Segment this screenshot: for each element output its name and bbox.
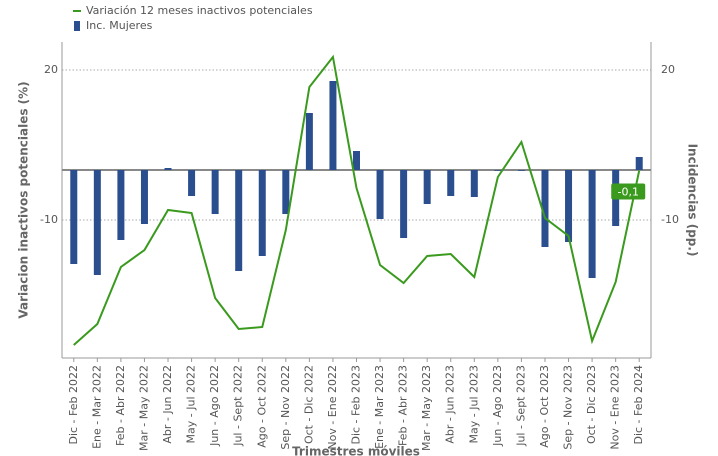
x-axis-title: Trimestres móviles <box>292 445 420 456</box>
bar <box>117 170 125 240</box>
x-tick-label: Nov - Ene 2022 <box>326 365 339 450</box>
x-tick-label: Jul - Sept 2022 <box>232 365 245 447</box>
x-tick-label: Ene - Mar 2023 <box>373 365 386 449</box>
x-tick-label: Feb - Abr 2023 <box>397 365 410 446</box>
x-tick-label: Mar - May 2023 <box>420 365 433 451</box>
y-tick-label: 20 <box>44 63 58 76</box>
x-tick-label: Dic - Feb 2022 <box>67 365 80 445</box>
y-tick-label: -10 <box>40 213 58 226</box>
x-tick-label: May - Jul 2022 <box>185 365 198 443</box>
x-tick-label: Jun - Ago 2022 <box>208 365 221 447</box>
bar <box>423 170 431 204</box>
bar <box>235 170 243 271</box>
bar <box>164 168 172 170</box>
bar <box>635 157 643 170</box>
bar <box>494 170 502 171</box>
x-tick-label: Dic - Feb 2023 <box>350 365 363 445</box>
data-label: -0,1 <box>617 186 638 199</box>
bar <box>329 81 337 170</box>
legend-label: Inc. Mujeres <box>86 19 153 32</box>
x-tick-label: Abr - Jun 2023 <box>444 365 457 444</box>
bar <box>211 170 219 214</box>
bar <box>305 113 313 170</box>
bar <box>400 170 408 238</box>
legend-label: Variación 12 meses inactivos potenciales <box>86 4 313 17</box>
x-tick-label: Oct - Dic 2022 <box>302 365 315 444</box>
bar <box>258 170 266 256</box>
bar <box>353 151 360 170</box>
y2-tick-label: 20 <box>661 63 675 76</box>
x-tick-label: Nov - Ene 2023 <box>609 365 622 450</box>
bar <box>565 170 573 242</box>
x-tick-label: Ago - Oct 2023 <box>538 365 551 448</box>
bar <box>541 170 549 247</box>
y2-tick-label: -10 <box>661 213 679 226</box>
x-tick-label: Jul - Sept 2023 <box>514 365 527 447</box>
x-tick-label: Sep - Nov 2022 <box>279 365 292 450</box>
bar <box>376 170 384 219</box>
x-tick-label: Ene - Mar 2022 <box>90 365 103 449</box>
bar <box>188 170 196 196</box>
x-tick-label: Jun - Ago 2023 <box>491 365 504 447</box>
legend-swatch <box>74 21 80 31</box>
x-tick-label: May - Jul 2023 <box>467 365 480 443</box>
x-tick-label: Dic - Feb 2024 <box>632 365 645 445</box>
x-tick-label: Mar - May 2022 <box>137 365 150 451</box>
bar <box>517 170 525 171</box>
bar <box>282 170 290 214</box>
bar <box>140 170 148 224</box>
y-axis-title: Variacion inactivos potenciales (%) <box>17 81 31 318</box>
x-tick-label: Feb - Abr 2022 <box>114 365 127 446</box>
bar <box>70 170 78 264</box>
line <box>73 54 641 346</box>
x-tick-label: Abr - Jun 2022 <box>161 365 174 444</box>
data-label-box <box>611 183 646 200</box>
x-tick-label: Ago - Oct 2022 <box>255 365 268 448</box>
bar <box>447 170 455 196</box>
bar <box>588 170 596 278</box>
bar <box>93 170 101 275</box>
x-tick-label: Oct - Dic 2023 <box>585 365 598 444</box>
bar <box>470 170 478 197</box>
x-tick-label: Sep - Nov 2023 <box>562 365 575 450</box>
y2-axis-title: Incidencias (pp.) <box>686 144 700 257</box>
